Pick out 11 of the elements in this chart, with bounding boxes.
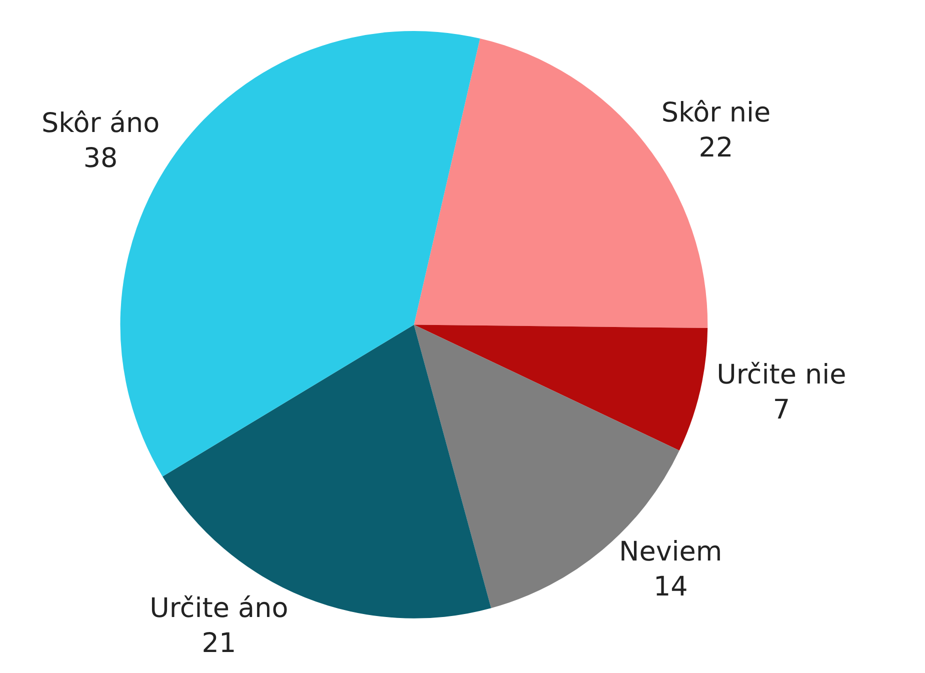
data-label: 38 <box>83 143 118 174</box>
data-label: 21 <box>202 628 236 659</box>
slice-label: Určite nie <box>716 359 846 390</box>
data-label: 14 <box>653 571 688 602</box>
slice-label: Určite áno <box>150 592 288 624</box>
slice-label: Skôr nie <box>661 98 771 129</box>
data-label: 7 <box>772 394 790 426</box>
slice-label: Skôr áno <box>41 108 160 139</box>
pie-slice <box>414 324 708 450</box>
slice-label: Neviem <box>619 536 722 568</box>
data-label: 22 <box>698 132 734 164</box>
